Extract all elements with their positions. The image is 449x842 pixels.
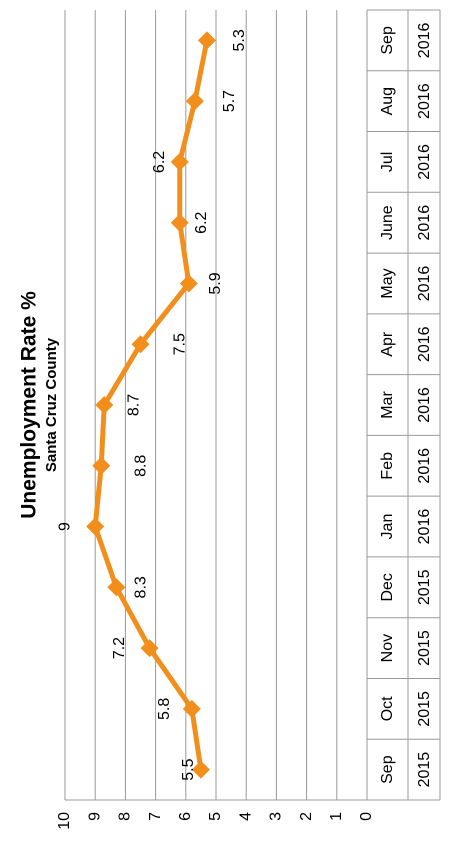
- x-tick-label: Oct: [379, 696, 396, 721]
- data-label: 8.7: [125, 394, 142, 416]
- x-tick-year: 2016: [416, 266, 433, 302]
- y-tick-label: 7: [147, 812, 164, 821]
- data-label: 5.3: [231, 29, 248, 51]
- marker: [170, 152, 189, 171]
- x-tick-label: Apr: [379, 331, 396, 357]
- x-tick-label: Sep: [379, 755, 396, 784]
- data-label: 5.9: [207, 272, 224, 294]
- chart-title: Unemployment Rate %: [18, 291, 41, 519]
- x-tick-label: Dec: [379, 573, 396, 601]
- y-tick-label: 1: [328, 812, 345, 821]
- x-tick-year: 2016: [416, 448, 433, 484]
- rotated-chart: Unemployment Rate % Santa Cruz County 0 1…: [18, 9, 441, 830]
- x-tick-year: 2016: [416, 326, 433, 362]
- data-label: 5.8: [156, 698, 173, 720]
- data-label: 8.3: [133, 576, 150, 598]
- x-tick-year: 2016: [416, 144, 433, 180]
- marker: [197, 31, 216, 50]
- x-tick-label: Mar: [379, 391, 396, 419]
- marker: [179, 274, 198, 293]
- x-tick-year: 2015: [416, 691, 433, 727]
- x-tick-label: May: [379, 268, 396, 298]
- y-tick-label: 10: [56, 812, 73, 830]
- chart-subtitle: Santa Cruz County: [43, 337, 60, 472]
- y-tick-label: 2: [298, 812, 315, 821]
- marker: [185, 92, 204, 111]
- data-label: 7.5: [172, 333, 189, 355]
- marker: [107, 578, 126, 597]
- x-tick-label: Aug: [379, 87, 396, 115]
- data-label: 6.2: [193, 211, 210, 233]
- marker: [170, 213, 189, 232]
- x-tick-label: Feb: [379, 452, 396, 480]
- data-label: 9: [56, 522, 73, 531]
- y-tick-label: 9: [86, 812, 103, 821]
- marker: [92, 456, 111, 475]
- data-label: 5.7: [221, 90, 238, 112]
- data-label: 5.5: [180, 758, 197, 780]
- marker: [86, 517, 105, 536]
- y-tick-label: 0: [358, 812, 375, 821]
- data-label: 8.8: [132, 455, 149, 477]
- x-tick-label: Nov: [379, 634, 396, 662]
- y-tick-label: 5: [207, 812, 224, 821]
- x-tick-year: 2016: [416, 22, 433, 58]
- marker: [131, 335, 150, 354]
- y-tick-label: 4: [237, 812, 254, 821]
- y-tick-label: 8: [117, 812, 134, 821]
- x-tick-year: 2016: [416, 387, 433, 423]
- x-tick-year: 2015: [416, 752, 433, 788]
- x-tick-label: Jan: [379, 514, 396, 540]
- x-tick-year: 2015: [416, 569, 433, 605]
- x-tick-year: 2016: [416, 509, 433, 545]
- marker: [95, 396, 114, 414]
- x-tick-label: Jul: [379, 152, 396, 172]
- data-label: 7.2: [111, 637, 128, 659]
- x-tick-year: 2015: [416, 630, 433, 666]
- data-label: 6.2: [151, 151, 168, 173]
- y-tick-label: 6: [177, 812, 194, 821]
- x-tick-label: June: [379, 205, 396, 240]
- x-tick-label: Sep: [379, 26, 396, 55]
- x-tick-year: 2016: [416, 83, 433, 119]
- y-tick-label: 3: [268, 812, 285, 821]
- x-tick-year: 2016: [416, 205, 433, 241]
